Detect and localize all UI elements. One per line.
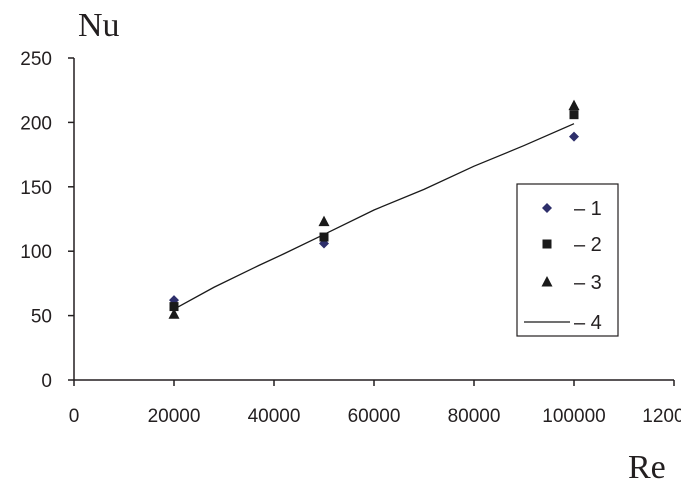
- x-tick-label: 60000: [348, 406, 401, 427]
- series-2-point: [319, 232, 329, 242]
- series-4-line: [173, 123, 575, 310]
- x-tick-label: 120000: [642, 406, 681, 427]
- series-3-point: [168, 308, 180, 319]
- x-tick-label: 0: [69, 406, 80, 427]
- y-tick-label: 150: [20, 178, 52, 199]
- legend-marker-3: [541, 276, 553, 287]
- x-tick-label: 100000: [542, 406, 605, 427]
- legend-marker-2: [542, 239, 552, 249]
- x-tick-label: 40000: [248, 406, 301, 427]
- legend-box: [516, 183, 619, 337]
- x-tick-label: 20000: [148, 406, 201, 427]
- series-3-point: [318, 215, 330, 227]
- legend-label-4: – 4: [574, 312, 602, 334]
- x-tick-label: 80000: [448, 406, 501, 427]
- y-tick-label: 200: [20, 113, 52, 134]
- y-tick-label: 0: [41, 371, 52, 392]
- series-1-point: [569, 131, 579, 142]
- series-3-point: [568, 99, 580, 111]
- legend-label-1: – 1: [574, 198, 602, 220]
- y-tick-label: 50: [31, 307, 52, 328]
- x-axis-title: Re: [628, 449, 666, 485]
- plot-area: [168, 99, 580, 319]
- y-tick-label: 100: [20, 242, 52, 263]
- legend-label-2: – 2: [574, 234, 602, 256]
- legend: – 1 – 2 – 3 – 4: [516, 183, 619, 337]
- y-tick-label: 250: [20, 49, 52, 70]
- series-2-point: [169, 302, 179, 312]
- x-ticks: 0 20000 40000 60000 80000 100000 120000: [69, 380, 681, 427]
- series-2-point: [569, 110, 579, 120]
- legend-label-3: – 3: [574, 272, 602, 294]
- legend-marker-1: [542, 203, 552, 213]
- y-axis-title: Nu: [78, 7, 120, 44]
- y-ticks: 0 50 100 150 200 250: [20, 49, 74, 392]
